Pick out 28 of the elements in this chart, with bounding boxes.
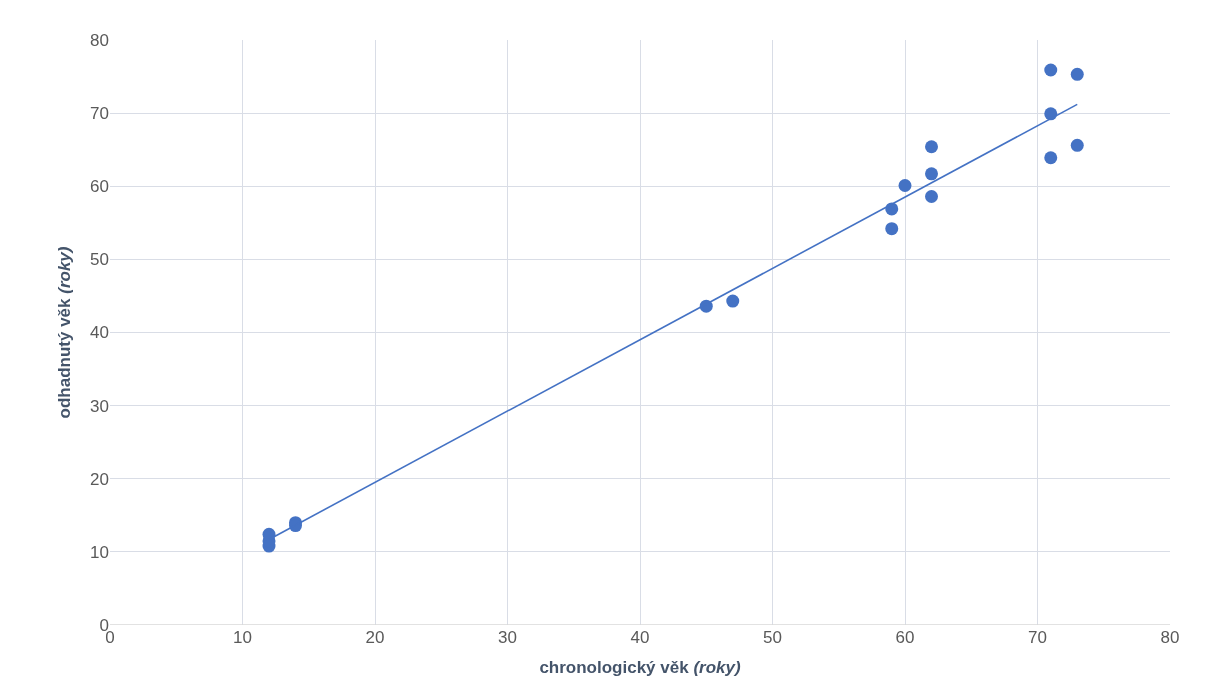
point — [726, 294, 740, 308]
point — [1044, 63, 1058, 77]
x-axis-title: chronologický věk (roky) — [539, 658, 741, 678]
y-tick-label: 30 — [90, 396, 109, 416]
point — [925, 167, 938, 181]
y-tick-label: 80 — [90, 30, 109, 50]
x-tick-label: 40 — [630, 628, 650, 647]
y-tick-label: 20 — [90, 469, 109, 489]
point — [925, 189, 938, 203]
point — [898, 179, 912, 193]
y-tick-label: 50 — [90, 250, 109, 270]
x-tick-label: 20 — [365, 628, 385, 647]
x-tick-label: 10 — [233, 628, 252, 647]
y-axis-title: odhadnutý věk (roky) — [54, 246, 74, 419]
point — [1044, 151, 1058, 165]
y-tick-label: 10 — [90, 542, 109, 562]
x-tick-label: 30 — [498, 628, 517, 647]
y-tick-label: 70 — [90, 104, 109, 124]
x-tick-label: 60 — [895, 628, 915, 647]
y-tick-label: 40 — [90, 323, 109, 343]
y-tick-label: 60 — [90, 177, 109, 197]
x-tick-label: 50 — [763, 628, 782, 647]
x-tick-label: 80 — [1160, 628, 1180, 647]
point — [1070, 138, 1084, 152]
x-tick-label: 70 — [1028, 628, 1047, 647]
point — [925, 140, 938, 154]
point — [885, 222, 899, 236]
point — [1070, 67, 1084, 81]
